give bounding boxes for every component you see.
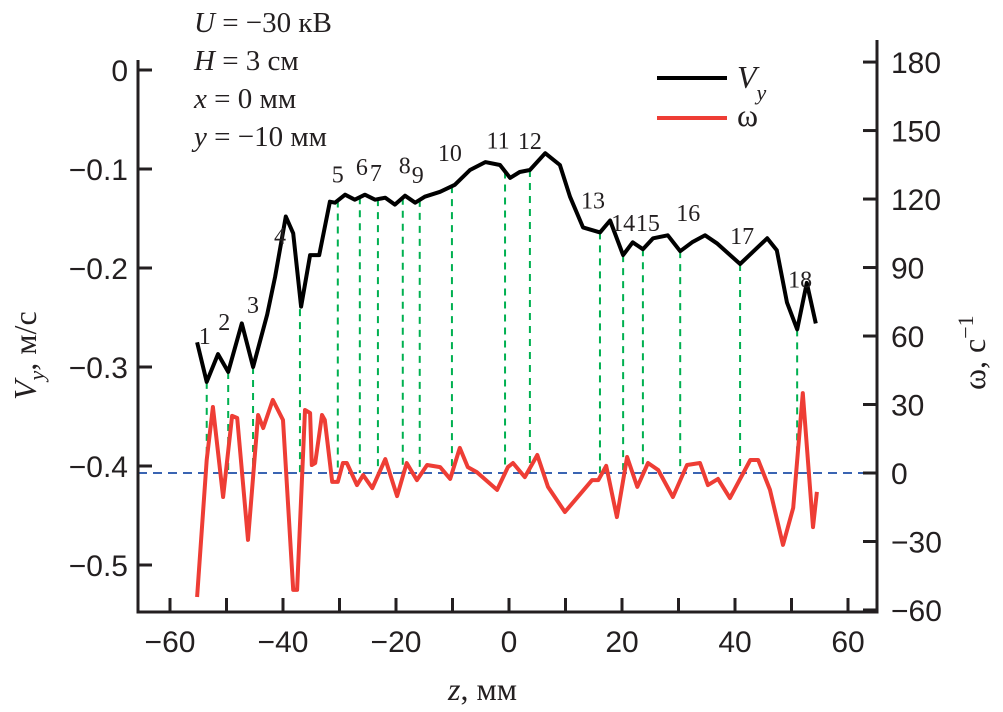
series-line-omega [195,391,819,598]
y-left-tick-label: −0.1 [69,154,128,187]
annotation-0: U = −30 кВ [194,7,332,39]
marker-label-5: 5 [332,162,344,188]
y-right-tick-label: −30 [891,526,942,559]
annotation-3: y = −10 мм [191,121,327,153]
y-axis-right-label: ω, с−1 [953,315,992,390]
y-left-tick-label: −0.5 [69,550,128,583]
x-tick-label: −20 [371,626,422,659]
y-left-tick-label: −0.3 [69,352,128,385]
x-tick-label: −60 [145,626,196,659]
annotation-block: U = −30 кВ H = 3 см x = 0 мм y = −10 мм [191,7,332,153]
legend-label-omega: ω [737,97,758,133]
y-left-tick-label: −0.4 [69,451,128,484]
y-right-tick-label: 0 [891,458,908,491]
y-right-tick-label: −60 [891,595,942,628]
x-tick-label: −40 [258,626,309,659]
marker-label-14: 14 [611,211,635,237]
x-tick-label: 20 [605,626,638,659]
marker-lines [205,169,799,473]
y-axis-left-label: Vy, м/с [7,311,49,400]
legend: Vy ω [657,59,767,133]
marker-label-11: 11 [486,128,509,154]
tick-labels: −60 −40 −20 0 20 40 600−0.1−0.2−0.3−0.4−0.5180… [69,47,942,659]
series-group [195,151,819,598]
marker-label-1: 1 [199,324,211,350]
y-right-tick-label: 180 [891,47,941,80]
y-right-tick-label: 90 [891,253,924,286]
x-axis-label: z, мм [447,671,517,707]
axes [136,40,879,614]
marker-label-18: 18 [788,267,812,293]
marker-label-7: 7 [370,161,382,187]
annotation-2: x = 0 мм [193,83,296,115]
marker-label-10: 10 [438,141,462,167]
marker-label-4: 4 [274,224,286,250]
y-left-tick-label: 0 [111,55,128,88]
x-tick-label: 60 [831,626,864,659]
y-right-tick-label: 30 [891,390,924,423]
y-right-tick-label: 120 [891,184,941,217]
marker-label-9: 9 [412,163,424,189]
marker-label-12: 12 [518,129,542,155]
marker-label-2: 2 [218,310,230,336]
marker-label-3: 3 [247,293,259,319]
annotation-1: H = 3 см [193,45,299,77]
marker-label-15: 15 [636,211,660,237]
y-left-tick-label: −0.2 [69,253,128,286]
x-tick-label: 0 [501,626,518,659]
marker-label-16: 16 [676,201,700,227]
marker-label-6: 6 [356,155,368,181]
y-right-tick-label: 60 [891,321,924,354]
x-tick-label: 40 [718,626,751,659]
legend-label-vy: Vy [737,59,767,105]
series-line-vy [195,151,818,384]
marker-label-8: 8 [399,154,411,180]
marker-label-17: 17 [730,224,754,250]
y-right-tick-label: 150 [891,116,941,149]
marker-label-13: 13 [581,188,605,214]
